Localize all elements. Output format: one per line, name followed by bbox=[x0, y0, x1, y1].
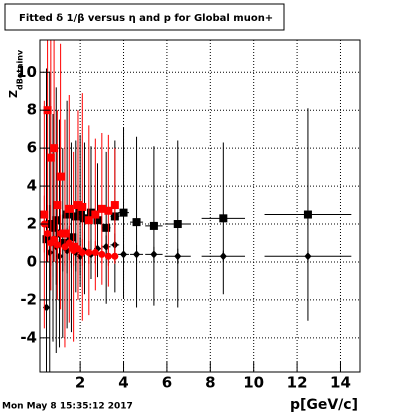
x-tick-label: 4 bbox=[118, 374, 128, 392]
x-axis-label: p[GeV/c] bbox=[290, 397, 358, 413]
marker bbox=[93, 216, 102, 225]
marker bbox=[63, 210, 72, 219]
marker bbox=[50, 235, 58, 243]
y-tick-label: -2 bbox=[20, 290, 37, 308]
marker bbox=[78, 248, 86, 256]
marker bbox=[46, 153, 55, 162]
y-tick-label: 2 bbox=[27, 215, 37, 233]
marker bbox=[174, 252, 182, 261]
x-tick-label: 6 bbox=[162, 374, 172, 392]
marker bbox=[104, 252, 112, 260]
marker bbox=[65, 239, 73, 247]
y-tick-label: 8 bbox=[27, 101, 37, 119]
marker bbox=[133, 250, 141, 259]
marker bbox=[50, 144, 59, 153]
title-box bbox=[4, 3, 285, 31]
marker bbox=[304, 252, 312, 261]
x-tick-label: 8 bbox=[205, 374, 215, 392]
marker bbox=[149, 221, 158, 230]
marker bbox=[84, 216, 93, 225]
marker bbox=[44, 230, 52, 238]
marker bbox=[150, 250, 158, 259]
marker bbox=[132, 218, 141, 227]
y-axis-label: Z bbox=[7, 90, 20, 98]
frame bbox=[39, 39, 361, 373]
marker bbox=[98, 250, 106, 258]
marker bbox=[78, 202, 87, 211]
x-tick-label: 12 bbox=[287, 374, 308, 392]
grid bbox=[40, 40, 360, 372]
x-tick-label: 14 bbox=[330, 374, 351, 392]
marker bbox=[56, 172, 65, 181]
y-axis-label-sub: dBetainv bbox=[16, 49, 25, 90]
timestamp: Mon May 8 15:35:12 2017 bbox=[2, 402, 133, 412]
marker bbox=[65, 204, 74, 213]
y-tick-label: 10 bbox=[16, 63, 37, 81]
marker bbox=[97, 204, 106, 213]
marker bbox=[57, 230, 65, 238]
marker bbox=[104, 206, 113, 215]
marker bbox=[91, 248, 99, 256]
marker bbox=[303, 210, 312, 219]
x-tick-label: 10 bbox=[243, 374, 264, 392]
marker bbox=[42, 235, 51, 244]
chart-title: Fitted δ 1/β versus η and p for Global m… bbox=[19, 13, 273, 24]
marker bbox=[86, 208, 95, 217]
marker bbox=[85, 248, 93, 256]
marker bbox=[219, 252, 227, 261]
y-tick-label: 4 bbox=[27, 177, 37, 195]
marker bbox=[71, 212, 80, 221]
y-tick-label: 0 bbox=[27, 252, 37, 270]
y-tick-label: -4 bbox=[20, 328, 37, 346]
y-tick-label: 6 bbox=[27, 139, 37, 157]
plot-area bbox=[40, 40, 352, 372]
marker bbox=[219, 214, 228, 223]
marker bbox=[173, 220, 182, 229]
marker bbox=[53, 201, 62, 210]
marker bbox=[91, 210, 100, 219]
marker bbox=[110, 201, 119, 210]
marker bbox=[119, 208, 128, 217]
marker bbox=[102, 223, 111, 232]
marker bbox=[80, 214, 89, 223]
marker bbox=[111, 252, 119, 260]
marker bbox=[120, 250, 128, 259]
marker bbox=[73, 201, 82, 210]
marker bbox=[53, 241, 61, 249]
x-tick-label: 2 bbox=[75, 374, 85, 392]
